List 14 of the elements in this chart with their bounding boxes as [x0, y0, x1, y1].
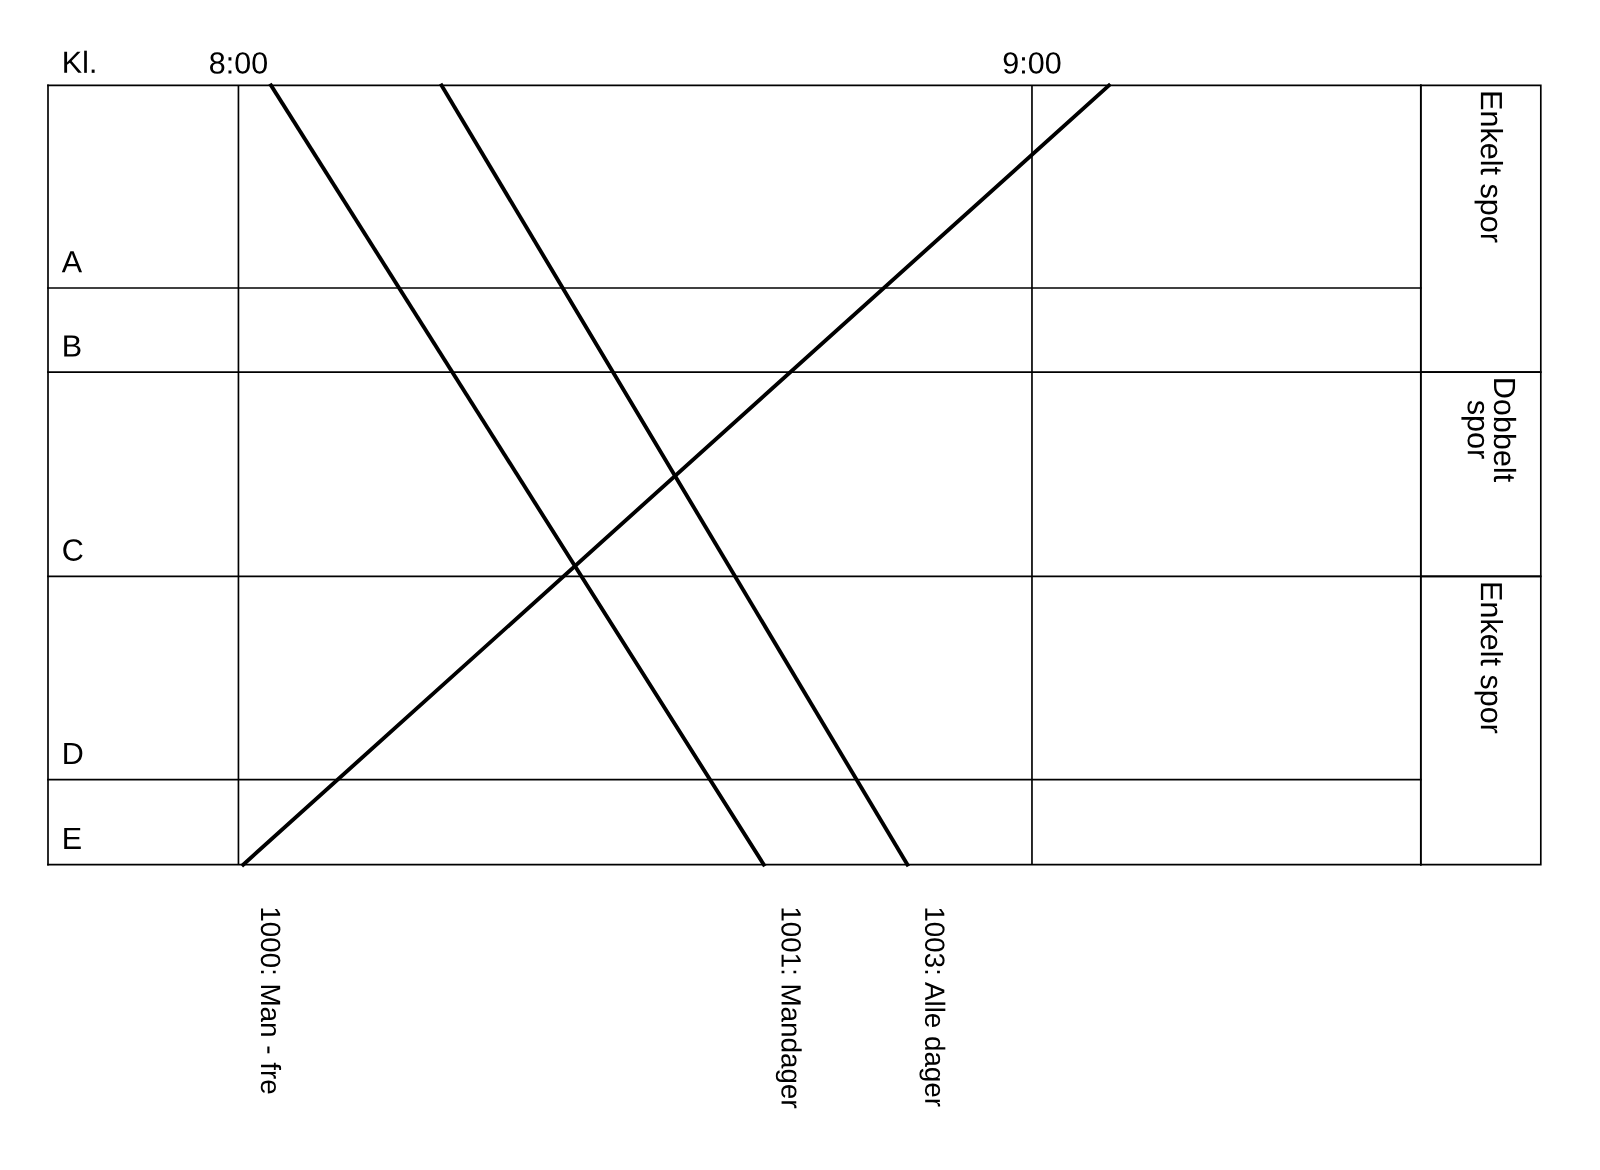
text: Dobbelt spor	[1461, 379, 1517, 482]
text: Enkelt spor	[1474, 92, 1504, 243]
text: 1000: Man - fre	[260, 908, 282, 1094]
ref-line-label: D	[64, 742, 83, 764]
x-tick-label: 8:00	[210, 52, 267, 74]
ref-line-label: C	[63, 539, 83, 561]
text: Enkelt spor	[1474, 583, 1504, 734]
text: 1003: Alle dager	[919, 908, 946, 1107]
x-axis-title: Kl.	[64, 50, 95, 73]
annotation: E	[64, 827, 81, 849]
text: 1001: Mandager	[775, 908, 802, 1109]
x-tick-label: 9:00	[1003, 52, 1061, 74]
ref-line-label: B	[64, 335, 81, 357]
ref-line-label: A	[61, 251, 83, 273]
